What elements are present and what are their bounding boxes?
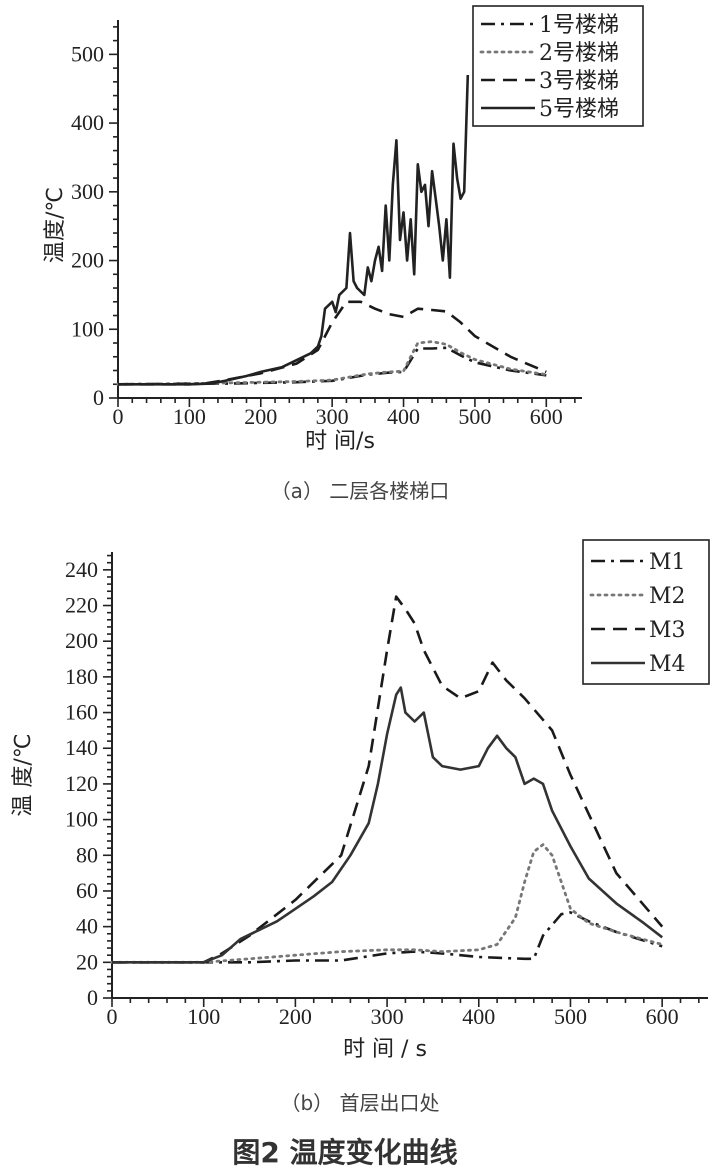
chart-a-series-line-4 [118,74,470,386]
chart-b-x-tick-label: 400 [462,1004,495,1029]
chart-a-series-line-1 [117,346,547,386]
chart-b-y-tick-label: 160 [65,700,98,725]
chart-b: 0 100 200 300 400 500 600 0 20 40 60 80 100 120 140 160… [11,539,710,1062]
chart-a-legend-label: 2号楼梯 [539,41,619,66]
chart-b-y-tick-label: 60 [76,878,98,903]
chart-a-y-tick-label: 500 [71,41,104,66]
chart-a-y-tick-label: 300 [71,179,104,204]
chart-b-y-tick-label: 40 [76,914,98,939]
chart-b-legend-label: M3 [649,618,686,643]
chart-b-x-tick-label: 100 [187,1004,220,1029]
chart-a: 0 100 200 300 400 500 600 0 100 200 300 400 500 时 间/s… [43,5,644,454]
chart-b-legend-label: M2 [649,584,686,609]
chart-b-y-tick-label: 20 [76,949,98,974]
chart-b-y-tick-label: 200 [65,628,98,653]
chart-b-y-tick-label: 240 [65,557,98,582]
chart-b-legend-label: M1 [649,550,686,575]
chart-a-y-tick-label: 100 [71,316,104,341]
chart-b-y-tick-label: 80 [76,842,98,867]
chart-b-y-tick-label: 180 [65,664,98,689]
chart-a-x-tick-label: 0 [113,404,124,429]
chart-a-caption: （a） 二层各楼梯口 [271,479,450,503]
chart-b-y-tick-label: 0 [87,985,98,1010]
chart-a-legend-label: 5号楼梯 [539,97,619,122]
chart-b-x-tick-label: 300 [371,1004,404,1029]
chart-a-x-tick-label: 500 [458,404,491,429]
figure-title: 图2 温度变化曲线 [232,1136,457,1169]
chart-a-y-axis-title: 温度/℃ [43,187,68,263]
chart-b-series-line-3 [112,595,664,964]
chart-b-caption: （b） 首层出口处 [280,1091,439,1115]
chart-b-series-line-2 [110,843,664,964]
chart-a-series-line-2 [116,340,548,386]
chart-b-y-tick-label: 220 [65,593,98,618]
chart-a-legend-label: 1号楼梯 [539,13,619,38]
chart-a-legend [472,5,644,127]
chart-b-x-tick-label: 0 [107,1004,118,1029]
chart-a-x-tick-label: 400 [387,404,420,429]
chart-a-y-tick-label: 400 [71,110,104,135]
chart-b-x-tick-label: 200 [279,1004,312,1029]
chart-a-x-tick-label: 300 [316,404,349,429]
chart-b-series-line-1 [112,911,663,964]
chart-a-x-axis-title: 时 间/s [305,429,375,454]
chart-b-x-tick-label: 500 [554,1004,587,1029]
chart-b-y-tick-label: 120 [65,771,98,796]
chart-b-x-axis-title: 时 间 / s [343,1037,427,1062]
chart-a-series-line-3 [118,300,547,386]
chart-a-x-tick-label: 100 [173,404,206,429]
chart-b-y-tick-label: 100 [65,807,98,832]
chart-b-legend [582,539,710,685]
chart-a-x-tick-label: 600 [530,404,563,429]
chart-a-x-tick-label: 200 [244,404,277,429]
chart-a-legend-label: 3号楼梯 [539,69,619,94]
chart-b-legend-label: M4 [649,652,686,677]
chart-b-x-tick-label: 600 [646,1004,679,1029]
chart-b-series-line-4 [112,686,663,964]
chart-b-y-axis-title: 温 度/℃ [11,733,36,816]
chart-a-y-tick-label: 200 [71,248,104,273]
chart-a-y-tick-label: 0 [93,385,104,410]
chart-b-y-tick-label: 140 [65,735,98,760]
